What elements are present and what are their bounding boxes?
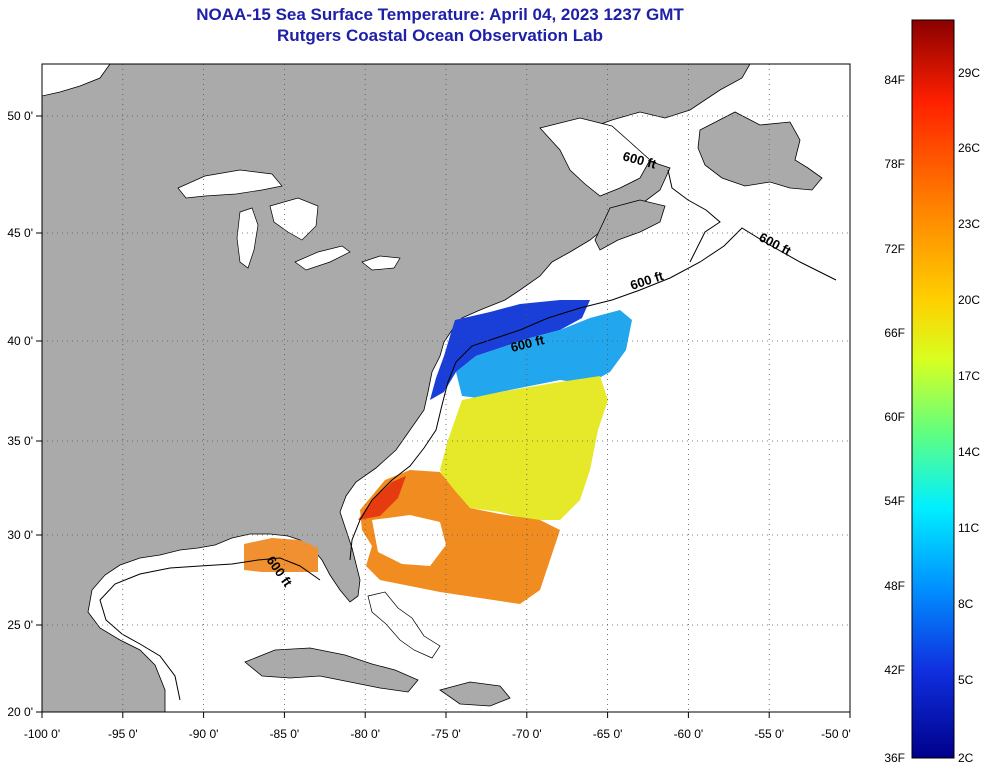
lake-michigan (236, 207, 259, 269)
colorbar-label-f: 78F (884, 157, 905, 171)
colorbar-label-c: 5C (958, 673, 974, 687)
y-tick-label: 25 0' (7, 618, 33, 632)
colorbar-label-c: 29C (958, 66, 980, 80)
sst-swath-warm (360, 470, 560, 604)
axis-ticks (36, 115, 851, 718)
lake-huron (269, 197, 319, 241)
colorbar (911, 19, 955, 759)
gulf-st-lawrence (539, 117, 651, 197)
title-line-1: NOAA-15 Sea Surface Temperature: April 0… (196, 5, 684, 24)
colorbar-celsius-labels: 29C 26C 23C 20C 17C 14C 11C 8C 5C 2C (958, 66, 980, 765)
hispaniola-land (439, 681, 511, 707)
x-tick-label: -55 0' (754, 727, 784, 741)
y-axis-labels: 50 0' 45 0' 40 0' 35 0' 30 0' 25 0' 20 0… (7, 109, 33, 719)
sst-swath-mild (440, 376, 608, 520)
lake-erie (294, 245, 351, 271)
sst-gulfstream-hot (358, 476, 406, 520)
sst-cloud-gap (372, 515, 446, 566)
sst-swath-gulf-warm (244, 538, 318, 572)
colorbar-label-f: 60F (884, 410, 905, 424)
colorbar-label-f: 84F (884, 73, 905, 87)
sst-swath-cool (456, 310, 632, 398)
colorbar-label-c: 8C (958, 597, 974, 611)
colorbar-label-c: 23C (958, 217, 980, 231)
x-tick-label: -75 0' (431, 727, 461, 741)
x-tick-label: -60 0' (674, 727, 704, 741)
colorbar-label-f: 72F (884, 242, 905, 256)
lake-ontario (361, 255, 401, 271)
x-tick-label: -90 0' (189, 727, 219, 741)
nova-scotia-land (594, 199, 666, 251)
north-america-land (42, 64, 751, 712)
gulf-isobath-contour (99, 557, 321, 701)
colorbar-label-c: 14C (958, 445, 980, 459)
colorbar-label-c: 11C (958, 521, 979, 535)
x-tick-label: -85 0' (270, 727, 300, 741)
x-tick-label: -70 0' (512, 727, 542, 741)
sst-swath-cold (430, 300, 590, 400)
colorbar-fahrenheit-labels: 84F 78F 72F 66F 60F 54F 48F 42F 36F (884, 73, 905, 765)
x-tick-label: -65 0' (593, 727, 623, 741)
y-tick-label: 50 0' (7, 109, 33, 123)
y-tick-label: 30 0' (7, 528, 33, 542)
colorbar-label-c: 20C (958, 293, 980, 307)
y-tick-label: 45 0' (7, 226, 33, 240)
x-tick-label: -100 0' (24, 727, 60, 741)
colorbar-label-f: 54F (884, 494, 905, 508)
colorbar-label-f: 66F (884, 326, 905, 340)
x-tick-label: -80 0' (350, 727, 380, 741)
graticule (42, 64, 850, 712)
colorbar-label-c: 2C (958, 751, 974, 765)
x-tick-label: -95 0' (108, 727, 138, 741)
cuba-land (244, 647, 419, 693)
hudson-bay (42, 64, 111, 97)
isobath-600ft-contour (349, 169, 837, 561)
colorbar-label-c: 26C (958, 141, 980, 155)
colorbar-label-f: 42F (884, 663, 905, 677)
colorbar-label-c: 17C (958, 369, 980, 383)
title-line-2: Rutgers Coastal Ocean Observation Lab (277, 26, 603, 45)
x-axis-labels: -100 0' -95 0' -90 0' -85 0' -80 0' -75 … (24, 727, 851, 741)
y-tick-label: 20 0' (7, 705, 33, 719)
bahamas-bank (367, 591, 441, 659)
newfoundland-land (697, 111, 823, 191)
colorbar-label-f: 36F (884, 751, 905, 765)
chart-title: NOAA-15 Sea Surface Temperature: April 0… (40, 4, 840, 46)
x-tick-label: -50 0' (821, 727, 851, 741)
y-tick-label: 35 0' (7, 434, 33, 448)
colorbar-label-f: 48F (884, 579, 905, 593)
y-tick-label: 40 0' (7, 334, 33, 348)
lake-superior (177, 169, 283, 199)
